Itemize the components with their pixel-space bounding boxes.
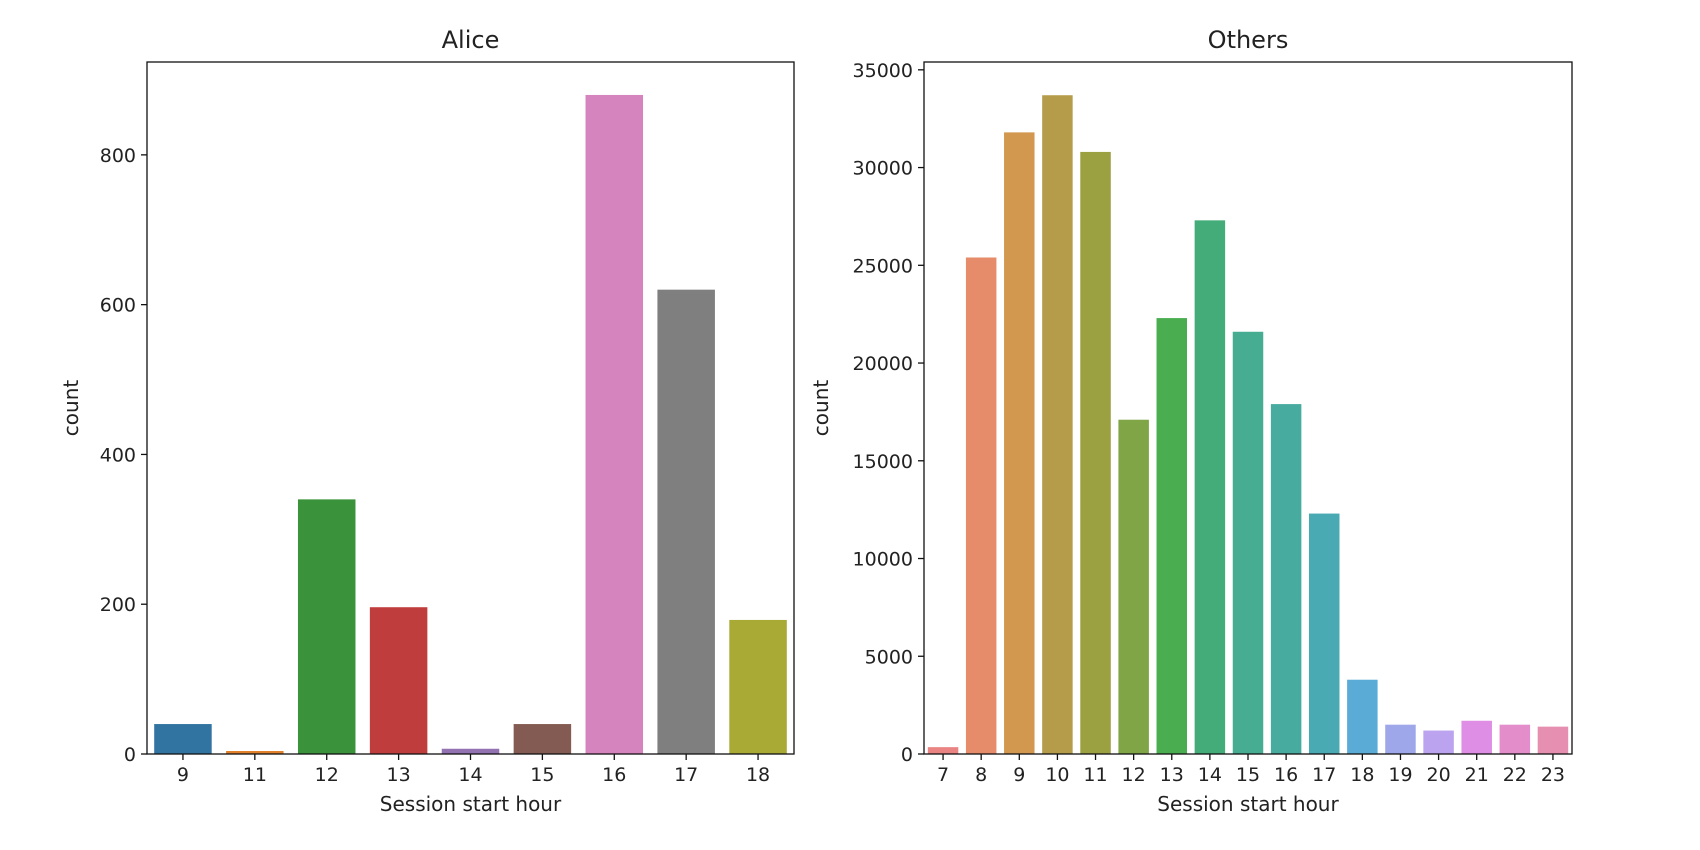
bar-19 xyxy=(1385,724,1416,754)
bar-10 xyxy=(1042,95,1073,755)
y-axis-label: count xyxy=(59,380,83,437)
x-tick-label: 10 xyxy=(1045,764,1069,786)
bar-17 xyxy=(657,289,715,754)
y-tick-label: 15000 xyxy=(853,451,913,473)
bar-11 xyxy=(226,751,284,754)
x-tick-label: 16 xyxy=(1274,764,1298,786)
x-tick-label: 20 xyxy=(1426,764,1450,786)
x-tick-label: 21 xyxy=(1465,764,1489,786)
y-tick-label: 600 xyxy=(100,295,136,317)
bar-11 xyxy=(1080,151,1111,754)
bar-23 xyxy=(1537,726,1569,754)
bar-17 xyxy=(1308,513,1340,754)
bar-18 xyxy=(1347,679,1378,754)
chart-alice: 9 11 12 13 14 15 16 17 18 0 200 400 600 800 Alice Sessi… xyxy=(59,26,795,816)
x-tick-label: 12 xyxy=(315,764,339,786)
y-tick-label: 30000 xyxy=(853,158,913,180)
bar-13 xyxy=(1156,318,1188,754)
x-tick-label: 11 xyxy=(1083,764,1107,786)
x-tick-label: 12 xyxy=(1122,764,1146,786)
x-tick-label: 13 xyxy=(387,764,411,786)
bar-16 xyxy=(1270,404,1302,754)
x-tick-label: 18 xyxy=(1350,764,1374,786)
y-tick-label: 5000 xyxy=(865,646,913,668)
bar-12 xyxy=(297,499,356,754)
bar-7 xyxy=(927,747,959,754)
bar-8 xyxy=(965,257,997,754)
bar-14 xyxy=(441,748,500,754)
x-tick-label: 18 xyxy=(746,764,770,786)
y-tick-label: 400 xyxy=(100,444,136,466)
x-tick-label: 22 xyxy=(1503,764,1527,786)
x-tick-label: 9 xyxy=(177,764,189,786)
x-tick-label: 17 xyxy=(674,764,698,786)
y-tick-label: 25000 xyxy=(853,255,913,277)
x-tick-label: 7 xyxy=(937,764,949,786)
chart-title: Alice xyxy=(442,26,500,54)
x-tick-label: 14 xyxy=(1198,764,1222,786)
y-tick-label: 200 xyxy=(100,594,136,616)
x-tick-label: 11 xyxy=(243,764,267,786)
x-tick-label: 19 xyxy=(1388,764,1412,786)
bar-12 xyxy=(1118,419,1149,754)
bar-18 xyxy=(729,619,787,754)
bar-15 xyxy=(513,724,572,754)
x-tick-label: 15 xyxy=(530,764,554,786)
y-axis-label: count xyxy=(809,380,833,437)
x-tick-label: 16 xyxy=(602,764,626,786)
x-tick-label: 23 xyxy=(1541,764,1565,786)
bar-9 xyxy=(1004,132,1035,755)
x-axis-label: Session start hour xyxy=(1157,792,1339,816)
x-tick-label: 17 xyxy=(1312,764,1336,786)
bar-15 xyxy=(1232,331,1264,754)
x-tick-label: 15 xyxy=(1236,764,1260,786)
chart-others: 7 8 9 10 11 12 13 14 15 16 17 18 19 20 21 22 23 0 5000 1000… xyxy=(809,26,1573,816)
y-tick-label: 35000 xyxy=(853,60,913,82)
x-tick-label: 9 xyxy=(1013,764,1025,786)
x-axis-label: Session start hour xyxy=(380,792,562,816)
y-tick-label: 10000 xyxy=(853,549,913,571)
y-tick-label: 20000 xyxy=(853,353,913,375)
bar-20 xyxy=(1423,730,1454,754)
bar-9 xyxy=(154,724,212,754)
x-tick-label: 14 xyxy=(458,764,482,786)
chart-title: Others xyxy=(1208,26,1289,54)
x-tick-label: 13 xyxy=(1160,764,1184,786)
bar-13 xyxy=(369,607,428,754)
bar-14 xyxy=(1194,220,1226,754)
bar-21 xyxy=(1461,720,1492,754)
bar-22 xyxy=(1499,724,1531,754)
x-tick-label: 8 xyxy=(975,764,987,786)
y-tick-label: 0 xyxy=(124,744,136,766)
y-tick-label: 800 xyxy=(100,145,136,167)
bar-16 xyxy=(585,94,644,754)
y-tick-label: 0 xyxy=(901,744,913,766)
